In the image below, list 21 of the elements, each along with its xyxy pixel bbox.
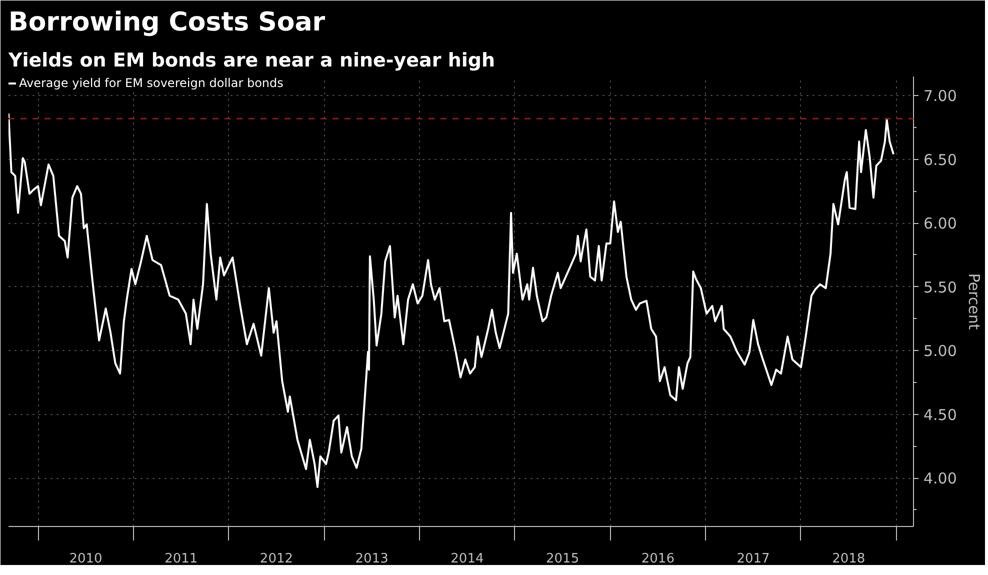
legend-label: Average yield for EM sovereign dollar bonds [19,76,284,90]
x-tick-label: 2011 [164,552,198,566]
x-tick-label: 2013 [355,552,388,566]
x-tick-label: 2014 [450,552,484,566]
x-tick-label: 2018 [832,552,866,566]
y-tick-label: 5.00 [924,342,957,360]
x-tick-label: 2015 [546,552,580,566]
x-tick-label: 2017 [736,552,770,566]
x-tick-label: 2012 [260,552,294,566]
y-tick-label: 4.50 [924,406,957,424]
x-tick-label: 2016 [641,552,674,566]
chart-title: Borrowing Costs Soar [8,8,326,38]
y-tick-label: 6.50 [924,150,957,169]
x-tick-label: 2010 [69,552,102,566]
line-series [8,112,894,488]
y-tick-label: 7.00 [924,87,957,106]
y-tick-label: 5.50 [924,278,957,296]
chart-subtitle: Yields on EM bonds are near a nine-year high [8,50,496,72]
y-tick-label: 6.00 [924,214,957,233]
y-axis-title: Percent [964,273,983,330]
y-tick-label: 4.00 [924,470,957,488]
